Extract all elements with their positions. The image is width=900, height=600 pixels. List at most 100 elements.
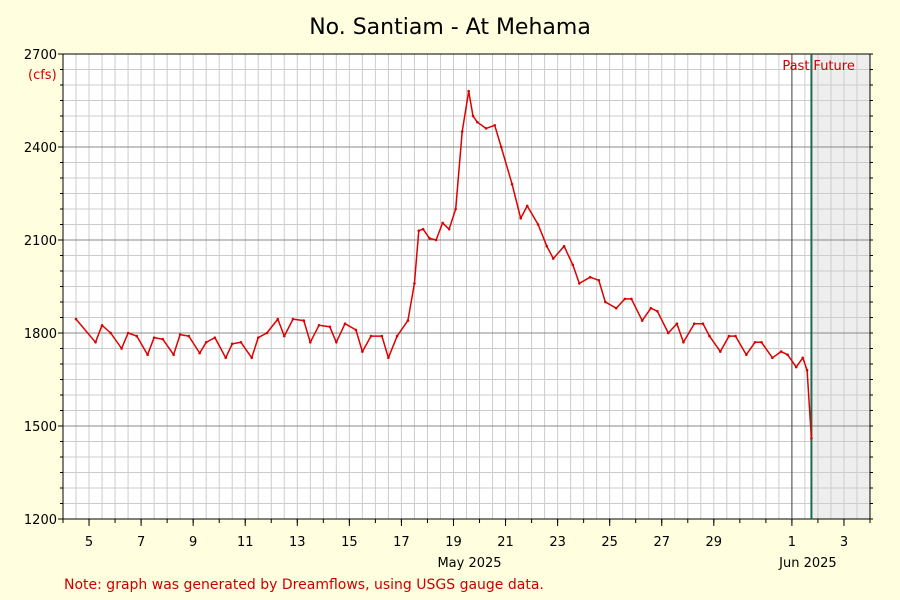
flow-data-point xyxy=(230,342,234,346)
x-tick-label: 23 xyxy=(549,535,566,550)
flow-data-point xyxy=(256,336,260,339)
flow-data-point xyxy=(198,351,201,355)
flow-data-point xyxy=(434,238,438,242)
month-label: Jun 2025 xyxy=(778,556,837,571)
flow-data-point xyxy=(719,350,722,353)
flow-data-point xyxy=(734,334,737,338)
flow-data-point xyxy=(708,334,711,338)
flow-data-point xyxy=(74,317,78,321)
flow-data-point xyxy=(335,341,338,344)
flow-data-point xyxy=(588,275,592,279)
flow-data-point xyxy=(760,341,763,344)
flow-data-point xyxy=(187,334,191,338)
flow-data-point xyxy=(467,89,470,93)
flow-data-point xyxy=(810,437,813,440)
flow-data-point xyxy=(801,356,805,360)
flow-data-point xyxy=(471,114,475,118)
data-source-note: Note: graph was generated by Dreamflows,… xyxy=(64,577,544,593)
flow-data-point xyxy=(276,317,280,321)
flow-data-point xyxy=(354,328,358,332)
flow-data-point xyxy=(204,341,208,344)
x-tick-label: 7 xyxy=(137,535,145,550)
flow-data-point xyxy=(666,331,670,335)
flow-data-point xyxy=(302,319,306,322)
flow-data-point xyxy=(623,297,627,301)
flow-data-point xyxy=(369,334,373,338)
flow-data-point xyxy=(745,353,748,357)
flow-data-point xyxy=(413,282,416,285)
flow-data-point xyxy=(640,319,644,322)
flow-data-point xyxy=(282,334,286,338)
flow-data-point xyxy=(239,341,243,344)
flow-data-point xyxy=(476,120,479,124)
flow-data-point xyxy=(94,341,97,344)
y-tick-label: 2400 xyxy=(24,141,57,156)
flow-data-point xyxy=(701,322,705,326)
flow-data-point xyxy=(309,341,312,344)
flow-data-point xyxy=(536,223,540,226)
flow-series-line xyxy=(75,90,813,439)
flow-data-point xyxy=(328,325,332,329)
flow-data-point xyxy=(682,341,685,344)
flow-data-point xyxy=(454,207,457,211)
flow-data-point xyxy=(562,244,566,248)
flow-data-point xyxy=(519,217,523,220)
flow-data-point xyxy=(224,356,228,360)
flow-data-point xyxy=(361,350,364,353)
flow-data-point xyxy=(441,221,444,225)
flow-data-point xyxy=(578,282,581,285)
flow-data-point xyxy=(545,244,549,248)
flow-data-point xyxy=(213,336,217,339)
flow-data-point xyxy=(779,350,783,353)
flow-data-point xyxy=(161,337,165,341)
flow-data-point xyxy=(152,336,156,339)
x-tick-label: 3 xyxy=(840,535,848,550)
flow-data-point xyxy=(406,319,410,322)
x-tick-label: 11 xyxy=(237,535,254,550)
flow-data-point xyxy=(493,124,497,127)
flow-data-point xyxy=(343,322,347,326)
x-tick-label: 5 xyxy=(85,535,93,550)
flow-data-point xyxy=(727,334,731,338)
y-tick-label: 1500 xyxy=(24,420,57,435)
future-label: Future xyxy=(813,59,854,74)
chart-title: No. Santiam - At Mehama xyxy=(309,15,591,40)
flow-data-point xyxy=(771,356,774,360)
x-tick-label: 25 xyxy=(601,535,618,550)
flow-data-point xyxy=(614,306,618,310)
y-tick-label: 2700 xyxy=(24,48,57,63)
flow-data-point xyxy=(525,204,529,208)
flow-data-point xyxy=(692,322,696,326)
flow-data-point xyxy=(805,368,809,372)
y-tick-label: 2100 xyxy=(24,234,57,249)
flow-data-point xyxy=(656,310,659,313)
flow-data-point xyxy=(126,331,130,335)
month-label: May 2025 xyxy=(437,556,501,571)
flow-data-point xyxy=(447,227,451,231)
flow-data-point xyxy=(100,323,104,327)
flow-data-point xyxy=(649,306,653,310)
flow-data-point xyxy=(109,331,113,335)
flow-data-point xyxy=(380,334,384,338)
flow-data-point xyxy=(753,341,757,344)
flow-data-point xyxy=(387,356,390,360)
y-tick-label: 1800 xyxy=(24,327,57,342)
flow-data-point xyxy=(499,145,503,149)
flow-data-point xyxy=(484,127,488,130)
flow-data-point xyxy=(551,257,555,260)
flow-data-point xyxy=(510,182,514,186)
x-tick-label: 19 xyxy=(445,535,462,550)
flow-data-point xyxy=(630,297,633,301)
flow-data-point xyxy=(597,279,601,282)
flow-data-point xyxy=(571,263,575,267)
flow-data-point xyxy=(786,353,789,357)
x-tick-label: 21 xyxy=(497,535,514,550)
flow-data-point xyxy=(395,334,399,338)
flow-data-point xyxy=(428,237,431,240)
flow-data-point xyxy=(120,347,123,350)
flow-data-point xyxy=(250,356,254,360)
flow-data-point xyxy=(794,365,798,369)
flow-data-point xyxy=(675,322,679,326)
